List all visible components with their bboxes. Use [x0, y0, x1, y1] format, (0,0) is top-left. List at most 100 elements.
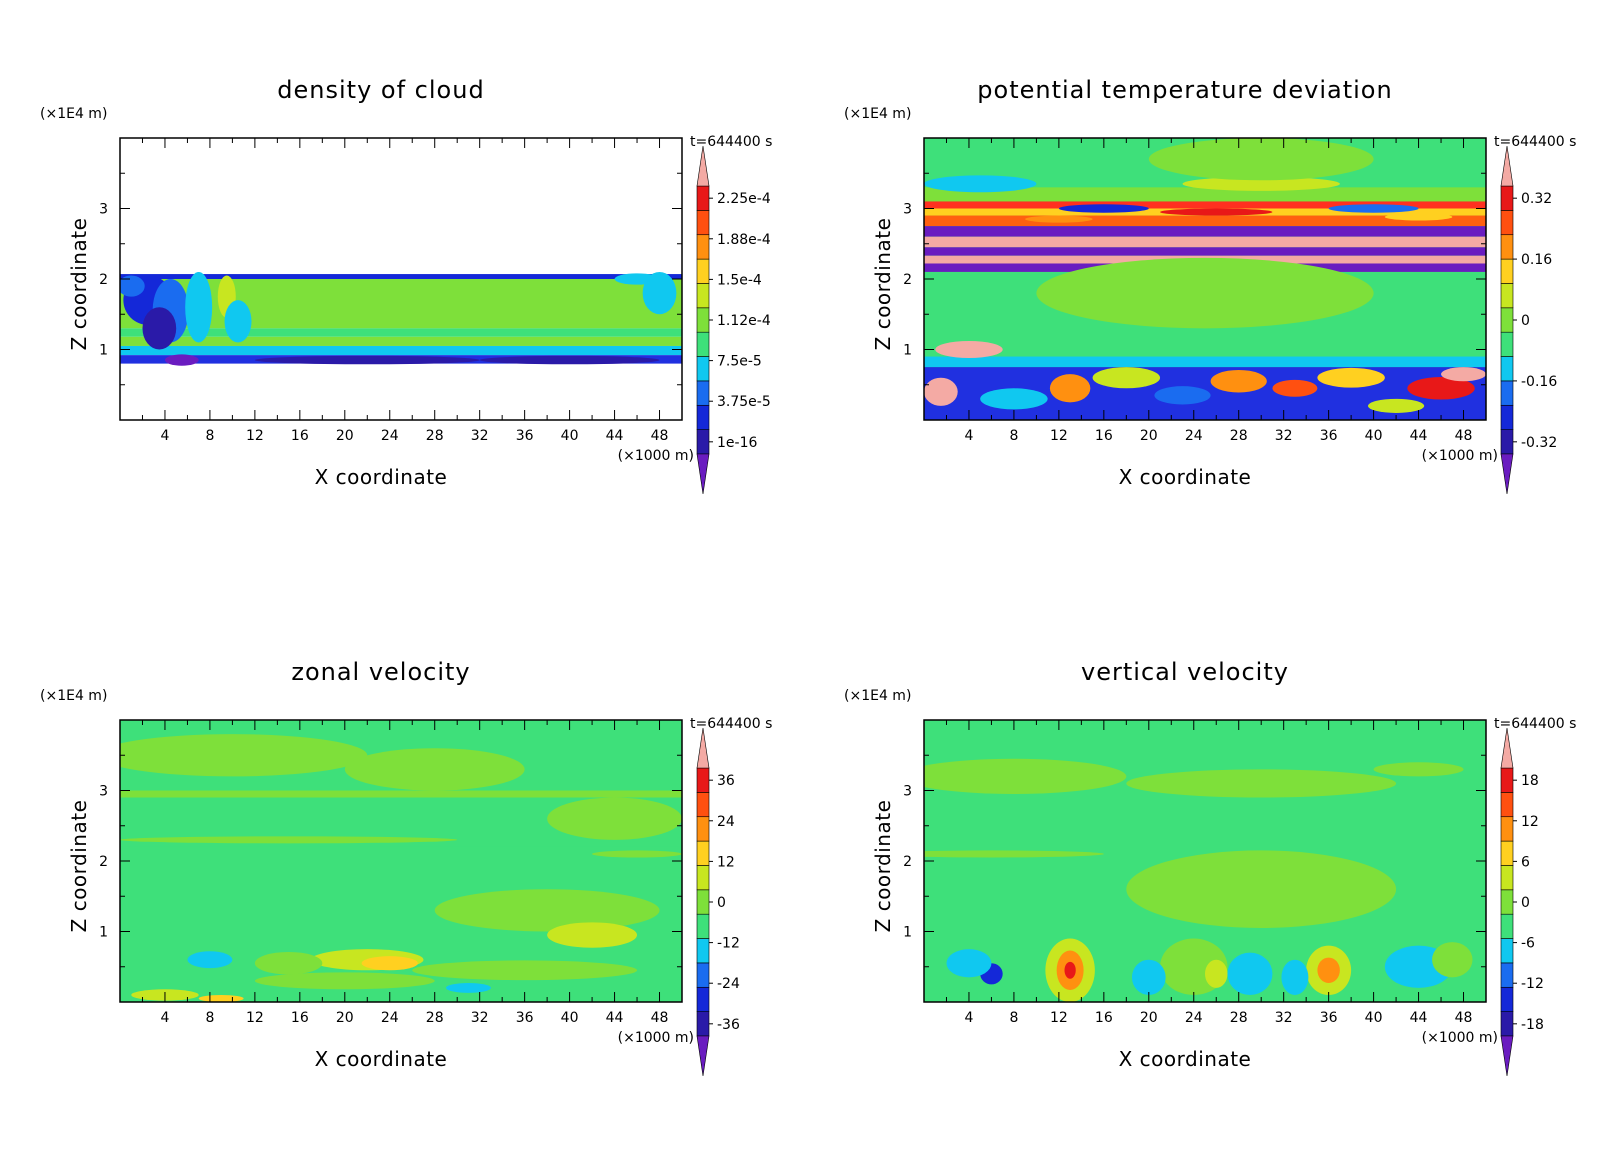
x-unit-label: (×1000 m): [618, 1030, 694, 1046]
y-tick-label: 1: [903, 925, 912, 941]
colorbar: -18 -12 -6 0 6 12 18: [1500, 727, 1544, 1077]
x-unit-label: (×1000 m): [618, 448, 694, 464]
colorbar-label: 0.32: [1521, 191, 1552, 207]
colorbar-segment: [1500, 283, 1514, 309]
x-tick-label: 36: [1320, 428, 1338, 444]
contour-cell: [254, 355, 480, 365]
colorbar-label: 1.88e-4: [717, 232, 771, 248]
time-label: t=644400 s: [690, 134, 772, 150]
contour-cell: [120, 734, 368, 777]
contour-cell: [1281, 959, 1309, 995]
x-tick-label: 40: [1365, 428, 1383, 444]
contour-cell: [1373, 762, 1464, 777]
colorbar-segment: [1500, 185, 1514, 211]
contour-cell: [1036, 257, 1374, 329]
x-tick-label: 24: [1185, 428, 1203, 444]
x-tick-label: 32: [471, 1010, 489, 1026]
colorbar-label: -12: [1521, 976, 1544, 992]
colorbar-label: 1.12e-4: [717, 313, 771, 329]
colorbar-upper-arrow: [1500, 145, 1514, 187]
contour-cell: [1025, 215, 1093, 223]
panel-zonal-velocity: zonal velocity(×1E4 m)t=644400 s4 8 12 16 20…: [40, 658, 772, 1077]
x-tick-label: 24: [381, 428, 399, 444]
contour-cell: [412, 960, 638, 981]
colorbar-segment: [696, 429, 710, 455]
contour-cell: [479, 355, 660, 365]
contour-cell: [187, 951, 233, 969]
y-axis-label: Z coordinate: [871, 800, 895, 933]
contour-cell: [120, 275, 145, 297]
colorbar-label: -24: [717, 976, 740, 992]
x-tick-label: 36: [516, 1010, 534, 1026]
contour-cell: [254, 972, 435, 990]
contour-cell: [254, 951, 323, 975]
contour-cell: [1317, 957, 1340, 983]
contour-cell: [1154, 386, 1211, 405]
colorbar-segment: [696, 234, 710, 260]
y-tick-label: 2: [903, 272, 912, 288]
x-tick-label: 4: [964, 1010, 973, 1026]
x-tick-label: 44: [1410, 428, 1428, 444]
x-tick-label: 8: [1009, 428, 1018, 444]
colorbar-label: -0.32: [1521, 435, 1557, 451]
colorbar-label: -18: [1521, 1017, 1544, 1033]
panel-density-of-cloud: density of cloud(×1E4 m)t=644400 s4 8 12 16…: [40, 76, 772, 495]
contour-cell: [924, 377, 958, 406]
colorbar-segment: [1500, 816, 1514, 842]
x-tick-label: 12: [246, 428, 264, 444]
colorbar-label: 2.25e-4: [717, 191, 771, 207]
colorbar-segment: [696, 816, 710, 842]
contour-cell: [1126, 850, 1397, 928]
y-tick-label: 3: [903, 202, 912, 218]
contour-band: [120, 328, 682, 337]
colorbar-segment: [1500, 889, 1514, 915]
chart-title: potential temperature deviation: [977, 76, 1392, 104]
x-tick-label: 24: [381, 1010, 399, 1026]
contour-cell: [547, 922, 638, 948]
colorbar-segment: [696, 283, 710, 309]
colorbar-segment: [696, 1011, 710, 1037]
contour-cell: [1205, 959, 1228, 988]
x-tick-label: 40: [561, 1010, 579, 1026]
colorbar-segment: [1500, 307, 1514, 333]
x-tick-label: 32: [1275, 428, 1293, 444]
x-tick-label: 8: [1009, 1010, 1018, 1026]
x-tick-label: 48: [651, 1010, 669, 1026]
y-tick-label: 2: [99, 854, 108, 870]
contour-cell: [935, 341, 1003, 358]
contour-band: [120, 345, 682, 356]
x-tick-label: 12: [1050, 428, 1068, 444]
x-tick-label: 36: [516, 428, 534, 444]
y-axis-label: Z coordinate: [871, 218, 895, 351]
colorbar-lower-arrow: [696, 1035, 710, 1077]
x-tick-label: 16: [291, 428, 309, 444]
contour-cell: [1049, 374, 1091, 403]
colorbar-label: -0.16: [1521, 374, 1557, 390]
colorbar-segment: [696, 889, 710, 915]
contour-cell: [1317, 367, 1385, 388]
x-tick-label: 16: [1095, 1010, 1113, 1026]
colorbar-label: 1e-16: [717, 435, 757, 451]
field-layer: [120, 720, 682, 1002]
x-tick-label: 20: [1140, 428, 1158, 444]
x-unit-label: (×1000 m): [1422, 1030, 1498, 1046]
x-axis-label: X coordinate: [1119, 1047, 1252, 1071]
contour-cell: [1367, 398, 1425, 413]
colorbar-label: 1.5e-4: [717, 272, 762, 288]
contour-cell: [224, 300, 252, 343]
colorbar-segment: [696, 865, 710, 891]
contour-band: [924, 226, 1486, 237]
contour-cell: [1272, 379, 1318, 397]
contour-band: [924, 236, 1486, 248]
x-tick-label: 28: [1230, 428, 1248, 444]
contour-cell: [142, 307, 177, 350]
colorbar-segment: [1500, 380, 1514, 406]
x-axis-label: X coordinate: [315, 465, 448, 489]
contour-band: [924, 247, 1486, 256]
colorbar-label: -12: [717, 936, 740, 952]
x-tick-label: 4: [160, 1010, 169, 1026]
x-tick-label: 48: [1455, 428, 1473, 444]
colorbar-segment: [1500, 913, 1514, 939]
contour-cell: [1148, 138, 1374, 181]
